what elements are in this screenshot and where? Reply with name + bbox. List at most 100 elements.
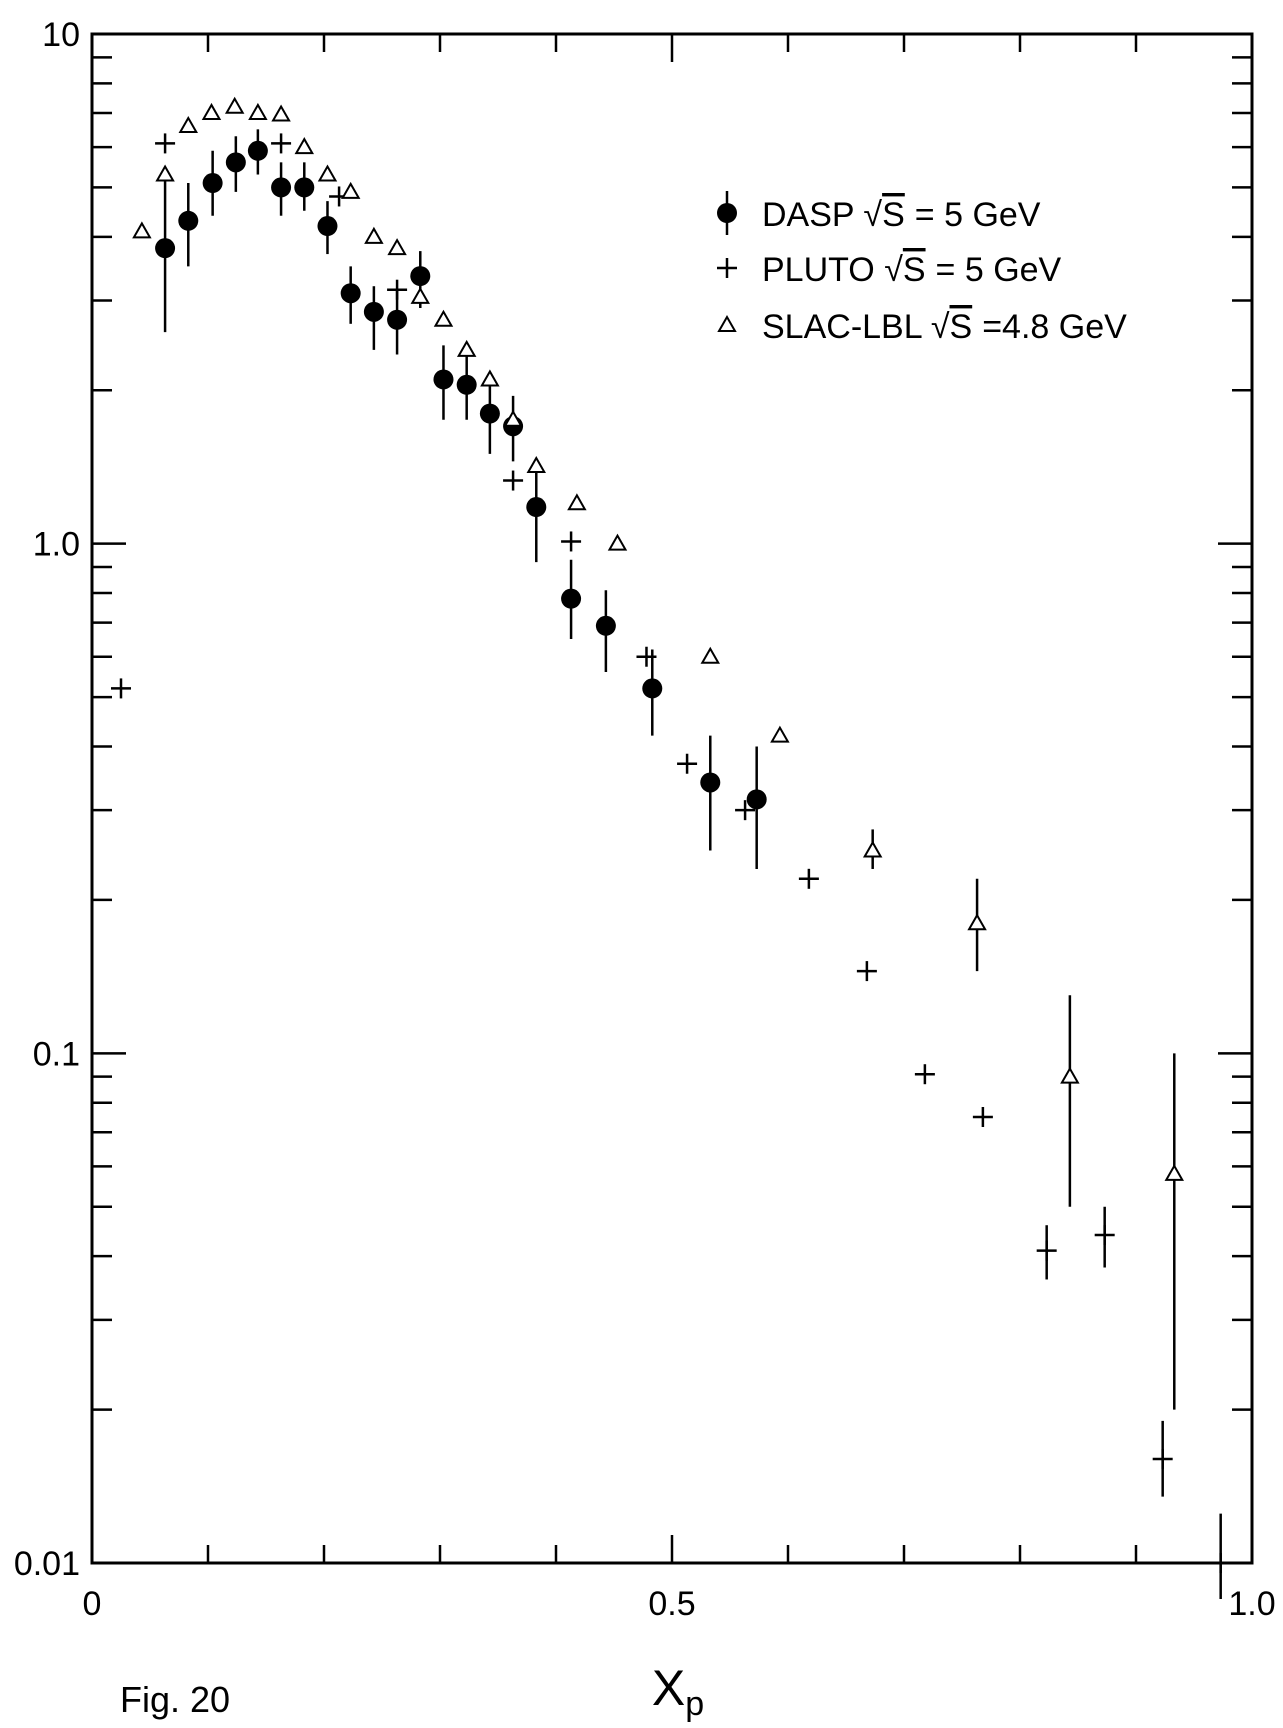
dasp-point <box>526 497 547 518</box>
plot-frame <box>90 32 1254 1565</box>
dasp-point <box>387 309 408 330</box>
legend-marker-dasp <box>717 203 737 223</box>
legend-marker-pluto <box>717 258 737 278</box>
pluto-point <box>271 133 292 154</box>
legend-sqrt-symbol: √ <box>884 251 903 289</box>
dasp-point <box>363 301 384 322</box>
slac-lbl-point <box>480 369 500 387</box>
slac-lbl-point <box>607 533 628 551</box>
x-axis-label: Xp <box>652 1660 704 1723</box>
plot-border <box>90 32 1254 1565</box>
slac-lbl-point <box>317 164 338 182</box>
pluto-point <box>677 753 698 774</box>
legend-energy: = 5 GeV <box>915 196 1041 234</box>
data-points <box>111 96 1231 1599</box>
slac-lbl-point <box>526 456 547 474</box>
slac-lbl-point <box>294 137 315 155</box>
slac-lbl-point <box>132 221 152 239</box>
slac-lbl-point <box>271 104 291 122</box>
dasp-point <box>294 177 315 198</box>
pluto-point <box>798 868 819 889</box>
legend-sqrt-symbol: √ <box>863 196 882 234</box>
y-tick-label: 0.1 <box>33 1035 80 1073</box>
legend-energy: = 5 GeV <box>936 251 1062 289</box>
pluto-point <box>1152 1448 1173 1469</box>
pluto-point <box>155 133 176 154</box>
x-axis-label-subscript: p <box>685 1685 704 1723</box>
y-tick-label: 1.0 <box>33 526 80 564</box>
dasp-point <box>479 403 500 424</box>
slac-lbl-point <box>433 309 454 327</box>
axis-tick-labels: 0 0.5 1.0 0.01 0.1 1.0 10 <box>14 16 1276 1623</box>
dasp-point <box>700 772 721 793</box>
pluto-point <box>387 279 408 300</box>
slac-lbl-point <box>410 286 431 304</box>
dasp-point <box>271 177 292 198</box>
dasp-point <box>202 173 223 194</box>
pluto-point <box>636 646 657 667</box>
slac-lbl-point <box>155 164 175 182</box>
legend-energy: =4.8 GeV <box>982 308 1127 346</box>
dasp-point <box>225 152 246 173</box>
slac-lbl-point <box>340 181 361 199</box>
pluto-point <box>735 800 756 821</box>
legend-sqrt-argument: S <box>903 251 926 289</box>
slac-lbl-point <box>387 238 407 256</box>
figure-caption: Fig. 20 <box>120 1679 230 1720</box>
slac-lbl-point <box>248 102 268 120</box>
dasp-point <box>746 789 767 810</box>
slac-lbl-point <box>862 840 883 858</box>
slac-lbl-point <box>567 493 587 511</box>
pluto-point <box>972 1107 993 1128</box>
slac-lbl-point <box>178 115 199 133</box>
dasp-point <box>247 140 268 161</box>
pluto-point <box>111 678 131 699</box>
slac-lbl-point <box>503 409 523 427</box>
dasp-point <box>410 266 431 287</box>
dasp-point <box>561 588 582 609</box>
dasp-point <box>456 374 477 395</box>
legend-sqrt-symbol: √ <box>931 308 950 346</box>
slac-lbl-point <box>1060 1066 1080 1084</box>
pluto-point <box>1094 1225 1115 1246</box>
pluto-point <box>561 531 582 552</box>
legend-entry: PLUTO √S = 5 GeV <box>762 251 1062 289</box>
slac-lbl-point <box>224 96 245 114</box>
dasp-point <box>178 210 199 231</box>
legend-series-name: DASP <box>762 196 863 234</box>
axis-ticks <box>90 34 1254 1565</box>
slac-lbl-point <box>770 725 790 743</box>
pluto-point <box>856 961 877 982</box>
x-tick-label: 1.0 <box>1228 1585 1275 1623</box>
slac-lbl-point <box>1164 1163 1185 1181</box>
dasp-point <box>595 615 616 636</box>
legend-entry: SLAC-LBL √S =4.8 GeV <box>762 308 1127 346</box>
slac-lbl-point <box>456 339 477 357</box>
legend-series-name: SLAC-LBL <box>762 308 931 346</box>
x-tick-label: 0.5 <box>648 1585 695 1623</box>
dasp-point <box>155 238 176 259</box>
slac-lbl-point <box>201 102 222 120</box>
dasp-point <box>317 216 338 237</box>
dasp-point <box>340 283 361 304</box>
legend-marker-slac-lbl <box>717 314 737 332</box>
y-tick-label: 10 <box>42 16 80 54</box>
pluto-point <box>1036 1240 1057 1261</box>
pluto-point <box>503 470 524 491</box>
y-tick-label: 0.01 <box>14 1545 80 1583</box>
x-axis-label-main: X <box>652 1660 685 1716</box>
dasp-point <box>642 678 663 699</box>
slac-lbl-point <box>967 913 987 931</box>
pluto-point <box>914 1064 935 1085</box>
slac-lbl-point <box>364 226 384 244</box>
dasp-point <box>433 369 454 390</box>
legend-series-name: PLUTO <box>762 251 884 289</box>
pluto-point <box>1210 1553 1231 1573</box>
legend-sqrt-argument: S <box>882 196 905 234</box>
legend-entry: DASP √S = 5 GeV <box>762 196 1041 234</box>
slac-lbl-point <box>700 646 721 664</box>
x-tick-label: 0 <box>83 1585 102 1623</box>
legend-sqrt-argument: S <box>950 308 973 346</box>
